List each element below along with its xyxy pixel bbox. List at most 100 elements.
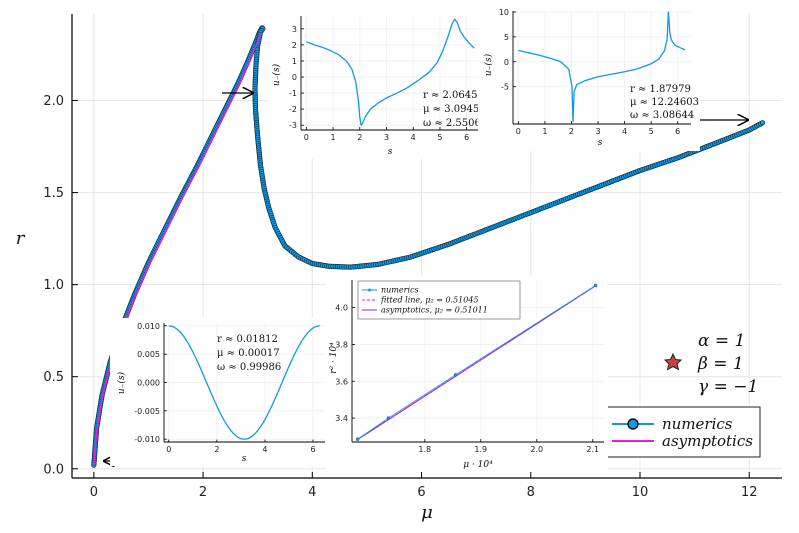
inset-fit-xtick-label: 2.1 (586, 445, 599, 454)
inset-end-ytick-label: 10 (499, 8, 509, 17)
inset-peak-ytick-label: 2 (292, 41, 297, 50)
main-xtick-label: 12 (741, 485, 758, 500)
inset-fit: 1.8 1.9 2.0 2.1 3.4 3.6 3.8 4.0 numerics fitted… (326, 276, 608, 472)
inset-fit-legend-asymptotics: asymptotics, μ₂ = 0.51011 (381, 306, 488, 315)
inset-peak: 0 1 2 3 4 5 6 -3 -2 -1 0 1 2 3 r ≈ 2.06456 μ ≈ 3.0945… (268, 11, 490, 159)
main-xtick-label: 8 (527, 485, 535, 500)
inset-peak-bg (268, 11, 490, 159)
legend-numerics-label: numerics (662, 415, 733, 433)
inset-origin-ytick-label: -0.005 (134, 407, 160, 416)
inset-end-ylabel: u₋(s) (483, 53, 494, 76)
inset-peak-xlabel: s (388, 147, 393, 157)
inset-end-xlabel: s (598, 138, 603, 148)
inset-peak-ytick-label: -2 (289, 105, 297, 114)
inset-origin-omega: ω ≈ 0.99986 (217, 362, 281, 373)
inset-end: 0 1 2 3 4 5 6 -5 0 5 10 r ≈ 1.87979 μ ≈ 12.24603 ω… (478, 3, 700, 151)
inset-fit-ytick-label: 4.0 (335, 304, 348, 313)
param-alpha: α = 1 (698, 331, 745, 351)
inset-end-xtick-label: 2 (569, 127, 574, 136)
inset-fit-ylabel: r² · 10⁴ (329, 342, 339, 374)
inset-fit-xtick-label: 1.8 (418, 445, 431, 454)
inset-end-bg (478, 3, 700, 151)
inset-peak-mu: μ ≈ 3.09459 (423, 104, 486, 115)
legend-numerics-marker (627, 418, 639, 430)
x-axis-label: μ (421, 502, 433, 523)
param-gamma: γ = −1 (698, 377, 758, 397)
inset-end-ytick-label: -5 (501, 83, 509, 92)
inset-end-xtick-label: 4 (622, 127, 627, 136)
inset-peak-ytick-label: 1 (292, 57, 297, 66)
main-ytick-label: 2.0 (43, 94, 64, 109)
inset-fit-ytick-label: 3.4 (335, 414, 348, 423)
inset-peak-ytick-label: 3 (292, 25, 297, 34)
inset-origin-ytick-label: -0.010 (134, 435, 160, 444)
inset-peak-xtick-label: 6 (464, 133, 469, 142)
inset-end-ytick-label: 0 (504, 58, 509, 67)
inset-fit-xlabel: μ · 10⁴ (463, 460, 493, 470)
inset-fit-legend-numerics: numerics (381, 286, 419, 295)
inset-end-curve (518, 11, 686, 123)
main-ytick-label: 1.5 (43, 186, 64, 201)
inset-end-mu: μ ≈ 12.24603 (630, 97, 699, 108)
y-axis-label: r (16, 228, 26, 249)
asymptotics-line (93, 33, 262, 466)
inset-origin-xlabel: s (242, 454, 247, 464)
numerics-point (760, 120, 766, 126)
inset-peak-ytick-label: 0 (292, 73, 297, 82)
inset-end-xtick-label: 3 (595, 127, 600, 136)
inset-origin-ytick-label: 0.005 (137, 350, 160, 359)
inset-origin-xtick-label: 2 (214, 445, 219, 454)
inset-fit-numerics-point (453, 373, 458, 377)
main-ytick-label: 1.0 (43, 278, 64, 293)
inset-origin-mu: μ ≈ 0.00017 (217, 348, 280, 359)
inset-fit-numerics-point (386, 416, 391, 420)
inset-end-ytick-label: 5 (504, 33, 509, 42)
inset-peak-xtick-label: 2 (357, 133, 362, 142)
star-marker (663, 352, 683, 371)
inset-peak-xtick-label: 1 (331, 133, 336, 142)
main-xtick-label: 2 (199, 485, 207, 500)
main-series (91, 25, 766, 468)
inset-fit-numerics-point (355, 437, 360, 441)
inset-fit-numerics-point (593, 283, 598, 288)
inset-origin-ylabel: u₋(s) (116, 371, 127, 394)
param-beta: β = 1 (697, 354, 744, 374)
inset-origin-bg (110, 318, 330, 466)
inset-end-xtick-label: 1 (542, 127, 547, 136)
inset-end-xtick-label: 0 (516, 127, 521, 136)
inset-peak-ytick-label: -3 (289, 121, 297, 130)
inset-peak-xtick-label: 4 (411, 133, 416, 142)
inset-fit-legend-fitted: fitted line, μ₂ = 0.51045 (380, 296, 479, 305)
inset-peak-ylabel: u₋(s) (271, 63, 282, 86)
inset-fit-ytick-label: 3.8 (335, 340, 348, 349)
inset-peak-xtick-label: 3 (384, 133, 389, 142)
inset-peak-xtick-label: 0 (304, 133, 309, 142)
inset-origin: 0 2 4 6 0.010 0.005 0.000 -0.005 -0.010 r ≈ 0.01… (110, 318, 330, 466)
inset-fit-numerics-line (357, 285, 596, 440)
inset-origin-ytick-label: 0.000 (137, 379, 160, 388)
inset-peak-r: r ≈ 2.06456 (423, 90, 484, 101)
main-xtick-label: 0 (90, 485, 98, 500)
inset-origin-curve (168, 325, 320, 440)
inset-fit-ytick-label: 3.6 (335, 377, 348, 386)
parameter-annotation: α = 1 β = 1 γ = −1 (663, 331, 758, 397)
legend-box (603, 406, 761, 458)
inset-fit-legend-box (357, 280, 521, 320)
inset-end-xtick-label: 6 (675, 127, 680, 136)
inset-peak-ytick-label: -1 (289, 89, 297, 98)
main-ytick-label: 0.5 (43, 370, 64, 385)
inset-peak-omega: ω ≈ 2.55065 (423, 118, 487, 129)
main-xtick-label: 10 (632, 485, 649, 500)
inset-origin-r: r ≈ 0.01812 (217, 334, 278, 345)
inset-origin-xtick-label: 4 (262, 445, 267, 454)
inset-end-omega: ω ≈ 3.08644 (630, 110, 694, 121)
inset-fit-xtick-label: 1.9 (474, 445, 487, 454)
legend-asymptotics-label: asymptotics (662, 432, 753, 450)
main-ytick-label: 0.0 (43, 462, 64, 477)
main-xtick-label: 4 (308, 485, 316, 500)
inset-peak-curve (306, 18, 475, 126)
inset-fit-xtick-label: 2.0 (530, 445, 543, 454)
main-axes: 0 2 4 6 8 10 120.00.51.01.52.0 (43, 14, 782, 500)
main-legend: numerics asymptotics (603, 406, 761, 458)
